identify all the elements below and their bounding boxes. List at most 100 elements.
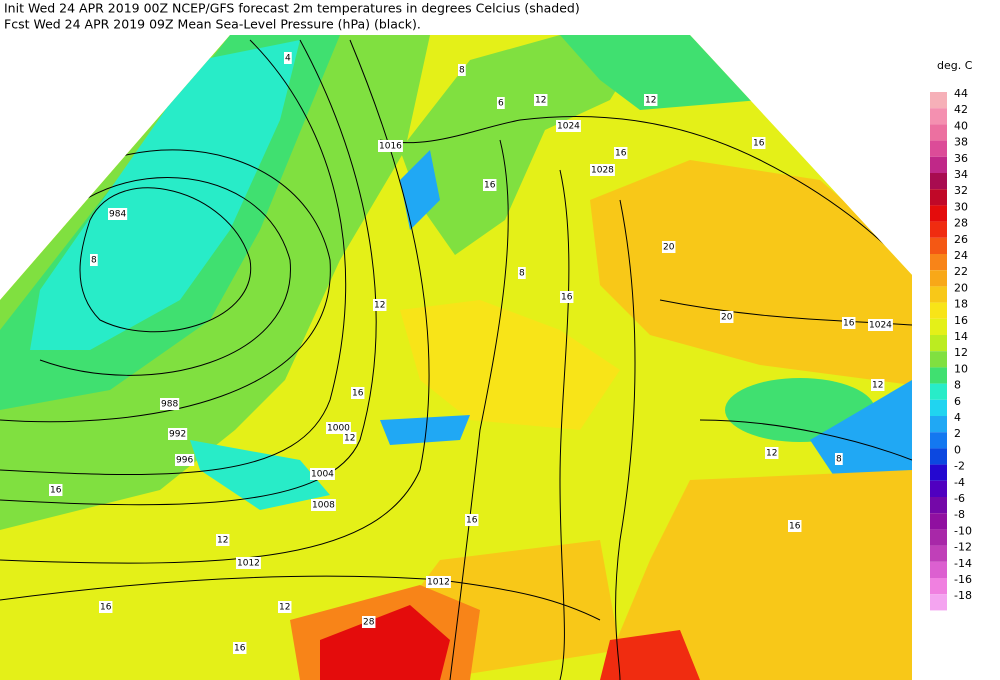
legend-label: 20 (954, 281, 968, 294)
temperature-label-box (560, 291, 574, 303)
isobar-label-box (310, 468, 335, 480)
temperature-label: 12 (217, 536, 228, 546)
temperature-label-box (497, 97, 505, 109)
temperature-label-box (518, 267, 526, 279)
isobar-label-box (590, 164, 615, 176)
temperature-label: 28 (363, 618, 375, 628)
legend-label: 22 (954, 265, 968, 278)
temperature-label: 16 (352, 389, 364, 399)
legend-label: 16 (954, 314, 968, 327)
legend-swatch (930, 480, 947, 497)
temperature-label: 8 (836, 455, 842, 465)
legend-swatch (930, 383, 947, 400)
legend-swatch (930, 221, 947, 238)
legend-label: 30 (954, 200, 968, 213)
legend-swatch (930, 432, 947, 449)
legend-label: 28 (954, 217, 968, 230)
legend-swatch (930, 205, 947, 222)
temperature-label-box (458, 64, 466, 76)
isobar-label-box (426, 576, 451, 588)
temperature-label-box (90, 254, 98, 266)
isobar-label-box (108, 208, 128, 220)
legend-swatch (930, 237, 947, 254)
legend-label: -4 (954, 476, 965, 489)
legend-swatch (930, 578, 947, 595)
legend-label: -12 (954, 541, 972, 554)
legend-swatch (930, 140, 947, 157)
temperature-label: 4 (285, 54, 291, 64)
legend-label: 2 (954, 427, 961, 440)
isobar (29, 177, 291, 376)
isobar-label-box (160, 398, 180, 410)
isobar (379, 115, 912, 271)
legend-label: 6 (954, 395, 961, 408)
isobar-label-box (868, 319, 893, 331)
legend-label: 14 (954, 330, 968, 343)
isobar-label-box (311, 499, 336, 511)
legend-swatch (930, 545, 947, 562)
isobar-label-box (168, 428, 188, 440)
legend-swatch (930, 124, 947, 141)
temperature-label: 20 (663, 243, 675, 253)
temperature-label-box (871, 379, 885, 391)
central-europe-shading (400, 300, 620, 430)
isobar-label: 988 (161, 400, 178, 410)
isobar-label: 1024 (557, 122, 580, 132)
temperature-label-box (720, 311, 734, 323)
isobar-label: 1016 (379, 142, 402, 152)
temperature-label: 12 (535, 96, 546, 106)
isobar-label-box (236, 557, 261, 569)
legend-title: deg. C (937, 59, 973, 72)
legend-label: 26 (954, 233, 968, 246)
isobar-label-box (326, 422, 351, 434)
warm-shading (590, 160, 912, 385)
temperature-label: 16 (234, 644, 246, 654)
temperature-label-box (49, 484, 63, 496)
legend-swatch (930, 302, 947, 319)
temperature-label-box (534, 94, 548, 106)
legend-swatch (930, 448, 947, 465)
temperature-label: 16 (466, 516, 478, 526)
isobar (0, 39, 430, 564)
legend-swatch (930, 270, 947, 287)
isobar-label: 1012 (427, 578, 450, 588)
legend-swatch (930, 156, 947, 173)
legend-label: 34 (954, 168, 968, 181)
temperature-label: 20 (721, 313, 733, 323)
legend: 4442403836343230282624222018161412108642… (930, 87, 972, 611)
legend-label: 38 (954, 136, 968, 149)
cold-patch (810, 380, 912, 500)
isobar-label: 984 (109, 210, 126, 220)
temperature-label-box (362, 616, 376, 628)
legend-label: 18 (954, 298, 968, 311)
temperature-label: 16 (753, 139, 765, 149)
atlantic-shading (30, 40, 300, 350)
temperature-label: 8 (459, 66, 465, 76)
isobar (0, 39, 347, 476)
temperature-label: 12 (872, 381, 883, 391)
legend-swatch (930, 108, 947, 125)
header-line-2: Fcst Wed 24 APR 2019 09Z Mean Sea-Level … (4, 17, 421, 32)
legend-swatch (930, 399, 947, 416)
temperature-label: 12 (645, 96, 656, 106)
legend-swatch (930, 497, 947, 514)
temperature-label-box (835, 453, 843, 465)
temperature-label-box (343, 432, 357, 444)
temperature-label: 16 (561, 293, 573, 303)
temperature-label: 16 (843, 319, 855, 329)
warm-shading (600, 470, 912, 680)
legend-swatch (930, 335, 947, 352)
scandinavia-shading (400, 35, 650, 255)
temperature-label: 8 (519, 269, 525, 279)
temperature-label-box (465, 514, 479, 526)
legend-swatch (930, 318, 947, 335)
temperature-label: 16 (484, 181, 496, 191)
iberia-cool-patch (190, 440, 330, 510)
legend-swatch (930, 254, 947, 271)
isobar-label: 1012 (237, 559, 260, 569)
temperature-label-box (216, 534, 230, 546)
temperature-label: 16 (100, 603, 112, 613)
legend-label: -2 (954, 460, 965, 473)
isobar (615, 199, 636, 680)
